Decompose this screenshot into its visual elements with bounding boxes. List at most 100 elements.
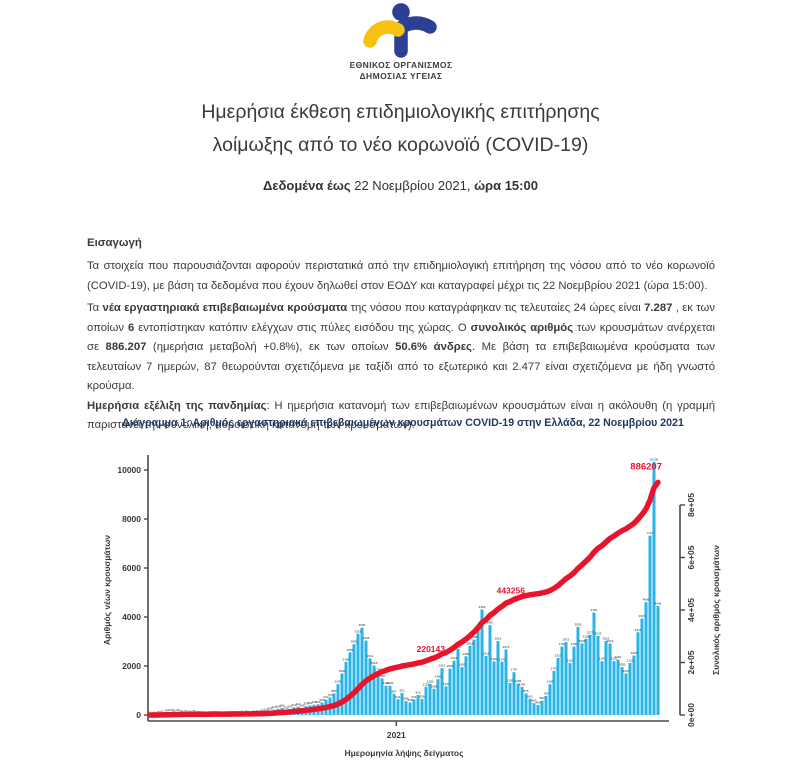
svg-text:61: 61: [180, 709, 184, 713]
eody-logo-icon: [363, 3, 437, 58]
left-axis-label: Αριθμός νέων κρουσμάτων: [102, 535, 112, 645]
svg-text:241: 241: [287, 705, 292, 709]
svg-text:1697: 1697: [623, 669, 630, 673]
svg-text:482: 482: [531, 699, 536, 703]
svg-text:4606: 4606: [643, 598, 650, 602]
svg-text:284: 284: [279, 704, 284, 708]
svg-text:3667: 3667: [487, 621, 494, 625]
svg-text:663: 663: [527, 694, 532, 698]
svg-text:10330: 10330: [650, 457, 659, 461]
svg-text:1170: 1170: [443, 682, 450, 686]
svg-text:901: 901: [399, 688, 404, 692]
svg-text:2972: 2972: [563, 638, 570, 642]
svg-text:103: 103: [167, 708, 172, 712]
right-axis: 0e+00 2e+05 4e+05 6e+05 8e+05 Συνολικός αριθμ…: [679, 493, 721, 727]
svg-text:1194: 1194: [387, 681, 394, 685]
svg-text:3565: 3565: [359, 623, 366, 627]
cases-chart: 0 2000 4000 6000 8000 10000 Αριθμός νέων κρουσ…: [95, 430, 735, 768]
svg-text:2170: 2170: [499, 657, 506, 661]
line-annotation: 220143: [417, 644, 446, 654]
svg-text:882: 882: [331, 689, 336, 693]
svg-text:582: 582: [539, 696, 544, 700]
svg-text:508: 508: [319, 698, 324, 702]
svg-text:1285: 1285: [515, 679, 522, 683]
svg-text:632: 632: [323, 695, 328, 699]
svg-text:4000: 4000: [122, 612, 141, 622]
svg-text:1305: 1305: [507, 679, 514, 683]
svg-text:1747: 1747: [511, 668, 518, 672]
svg-text:3593: 3593: [575, 622, 582, 626]
svg-text:1199: 1199: [383, 681, 390, 685]
svg-text:359: 359: [303, 702, 308, 706]
svg-text:126: 126: [263, 707, 268, 711]
svg-text:3038: 3038: [363, 636, 370, 640]
svg-text:78: 78: [164, 709, 168, 713]
report-title-line2: λοίμωξης από το νέο κορωνοϊό (COVID-19): [212, 134, 589, 156]
svg-text:2794: 2794: [559, 642, 566, 646]
svg-text:4446: 4446: [655, 602, 662, 606]
svg-text:1797: 1797: [551, 666, 558, 670]
svg-text:2425: 2425: [631, 651, 638, 655]
svg-text:2327: 2327: [555, 653, 562, 657]
svg-text:10000: 10000: [117, 465, 141, 475]
svg-text:0: 0: [136, 710, 141, 720]
svg-text:4181: 4181: [591, 608, 598, 612]
svg-text:867: 867: [391, 689, 396, 693]
svg-text:2926: 2926: [579, 639, 586, 643]
report-title: Ημερήσια έκθεση επιδημιολογικής επιτήρησ…: [0, 96, 801, 162]
svg-text:254: 254: [275, 704, 280, 708]
svg-text:1747: 1747: [375, 668, 382, 672]
svg-text:780: 780: [543, 691, 548, 695]
report-title-line1: Ημερήσια έκθεση επιδημιολογικής επιτήρησ…: [201, 101, 600, 123]
svg-text:96: 96: [176, 708, 180, 712]
line-end-annotation: 886207: [630, 461, 662, 472]
intro-heading: Εισαγωγή: [87, 237, 142, 249]
svg-text:0e+00: 0e+00: [686, 703, 696, 727]
svg-text:3015: 3015: [495, 637, 502, 641]
svg-text:1142: 1142: [519, 683, 526, 687]
org-name-line2: ΔΗΜΟΣΙΑΣ ΥΓΕΙΑΣ: [359, 71, 443, 81]
line-annotation: 443256: [497, 586, 526, 596]
svg-text:342: 342: [295, 702, 300, 706]
org-name-line1: ΕΘΝΙΚΟΣ ΟΡΓΑΝΙΣΜΟΣ: [349, 60, 453, 70]
svg-text:7317: 7317: [647, 531, 654, 535]
cumulative-line: [147, 479, 661, 718]
svg-text:2166: 2166: [343, 657, 350, 661]
svg-text:436: 436: [315, 700, 320, 704]
svg-text:2197: 2197: [611, 657, 618, 661]
svg-text:42: 42: [160, 709, 164, 713]
svg-text:3376: 3376: [635, 628, 642, 632]
svg-text:3109: 3109: [583, 634, 590, 638]
svg-text:1891: 1891: [447, 664, 454, 668]
svg-text:2187: 2187: [491, 657, 498, 661]
svg-text:56: 56: [192, 709, 196, 713]
svg-text:3080: 3080: [471, 635, 478, 639]
svg-text:310: 310: [291, 703, 296, 707]
svg-text:2395: 2395: [463, 652, 470, 656]
svg-text:641: 641: [411, 695, 416, 699]
svg-text:391: 391: [307, 701, 312, 705]
svg-text:2818: 2818: [467, 641, 474, 645]
svg-text:658: 658: [419, 694, 424, 698]
svg-text:2919: 2919: [607, 639, 614, 643]
svg-text:3316: 3316: [355, 629, 362, 633]
svg-text:1265: 1265: [427, 680, 434, 684]
svg-text:4309: 4309: [479, 605, 486, 609]
svg-text:6e+05: 6e+05: [686, 545, 696, 569]
svg-text:2018: 2018: [371, 661, 378, 665]
svg-text:409: 409: [535, 700, 540, 704]
svg-text:566: 566: [403, 697, 408, 701]
svg-text:1259: 1259: [335, 680, 342, 684]
svg-text:88: 88: [260, 708, 264, 712]
svg-text:1497: 1497: [379, 674, 386, 678]
svg-text:1955: 1955: [619, 663, 626, 667]
svg-text:2679: 2679: [503, 645, 510, 649]
right-axis-label: Συνολικός αριθμός κρουσμάτων: [711, 545, 721, 675]
svg-text:641: 641: [395, 695, 400, 699]
chart-title: Διάγραμμα 1: Αριθμός εργαστηριακά επιβεβ…: [122, 417, 684, 429]
svg-text:1955: 1955: [459, 663, 466, 667]
svg-text:1913: 1913: [439, 664, 446, 668]
svg-text:18: 18: [156, 710, 160, 714]
svg-text:1068: 1068: [431, 684, 438, 688]
